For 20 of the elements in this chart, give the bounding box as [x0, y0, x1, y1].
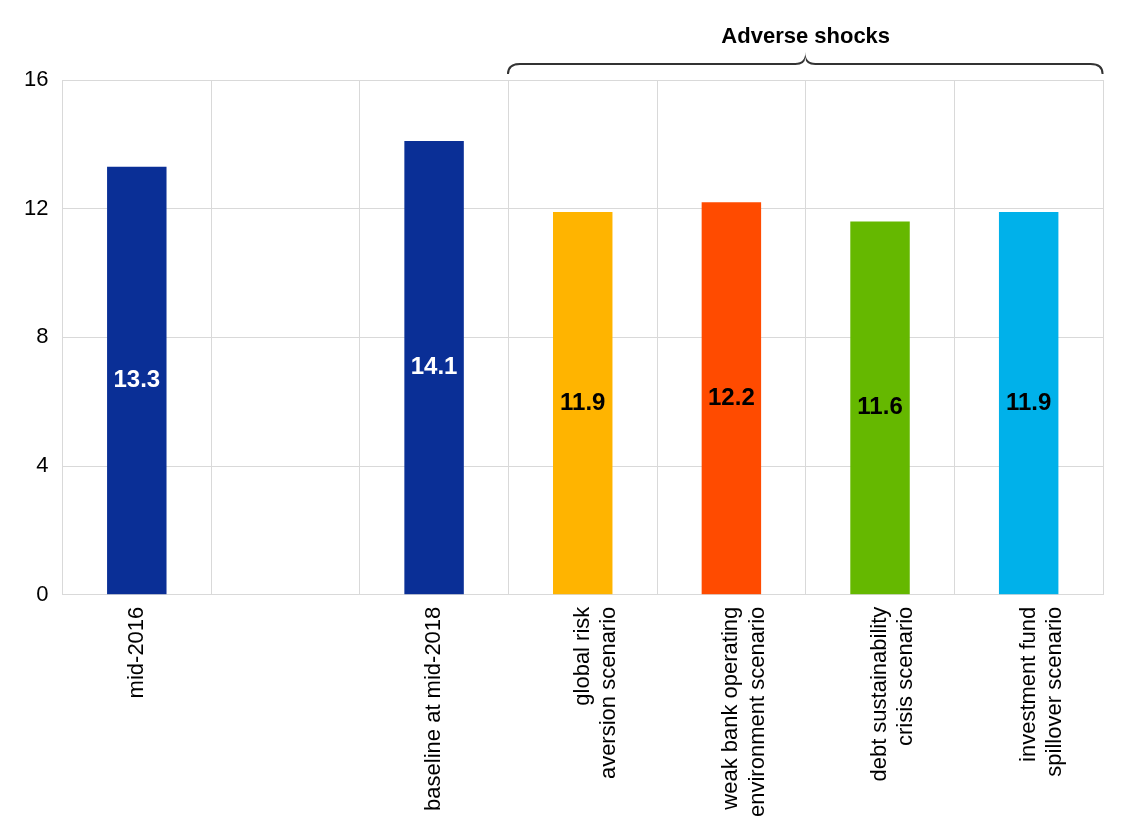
- data-label: 14.1: [410, 352, 458, 380]
- data-label: 13.3: [113, 365, 161, 393]
- y-tick-label: 8: [36, 323, 49, 349]
- bar: [553, 211, 613, 595]
- y-tick-label: 4: [36, 452, 49, 478]
- data-label: 12.2: [708, 382, 755, 410]
- bar: [998, 211, 1059, 595]
- y-tick-label: 16: [23, 66, 49, 92]
- y-tick-label: 12: [23, 194, 49, 220]
- bar: [850, 221, 910, 595]
- y-tick-label: 0: [36, 580, 49, 606]
- bar: [701, 202, 762, 595]
- bar: [107, 166, 167, 595]
- x-tick-label: mid-2016: [122, 606, 148, 699]
- data-label: 11.9: [1005, 387, 1052, 415]
- data-label: 11.9: [560, 387, 606, 415]
- text: Adverse shocks: [721, 23, 891, 49]
- data-label: 11.6: [857, 392, 903, 420]
- bar: [404, 141, 464, 595]
- x-tick-label: baseline at mid-2018: [420, 606, 446, 811]
